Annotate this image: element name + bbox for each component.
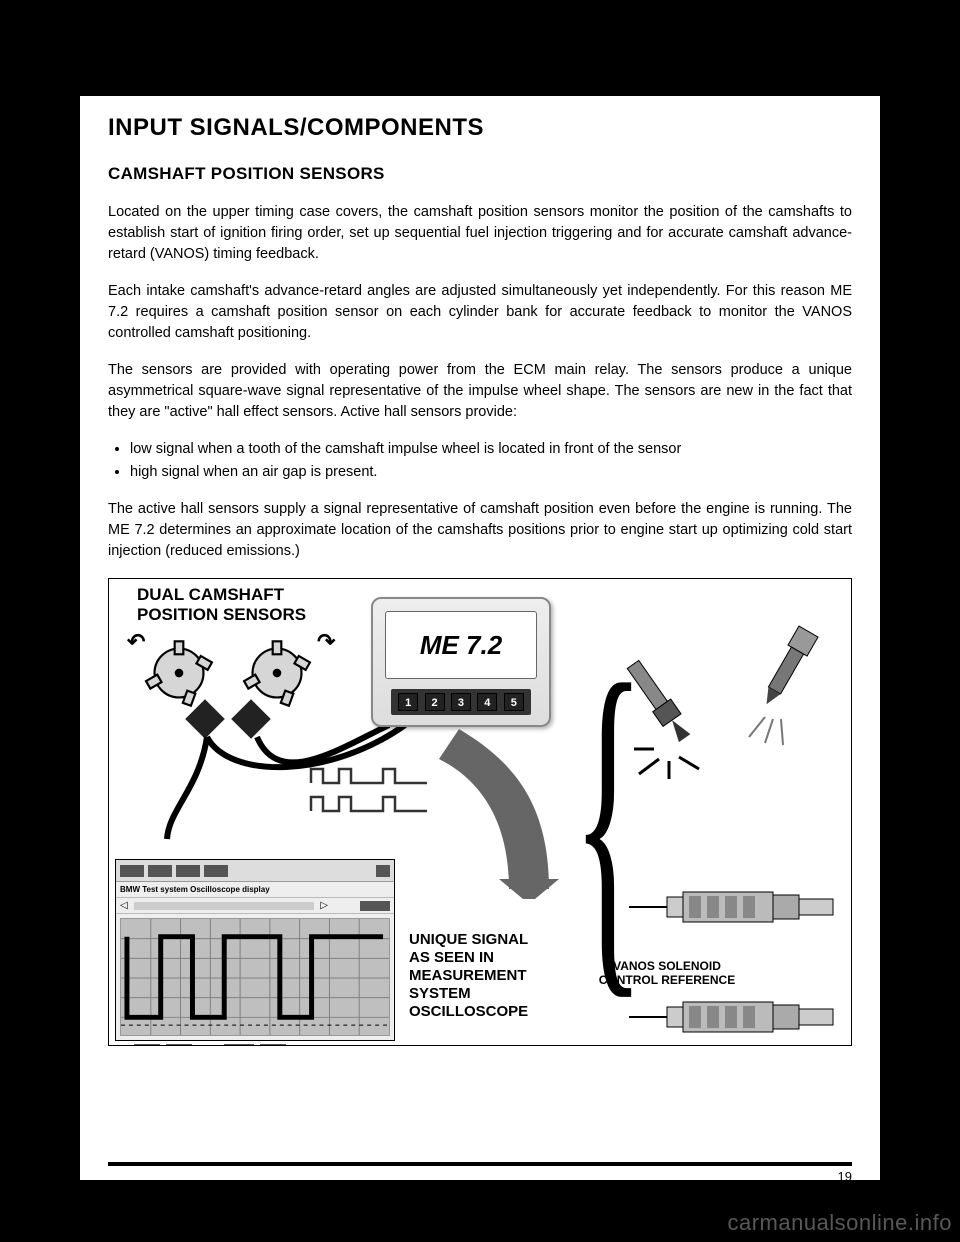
ecm-port-1: 1 (398, 693, 418, 711)
page-content: INPUT SIGNALS/COMPONENTS CAMSHAFT POSITI… (80, 96, 880, 1046)
scope-caption: UNIQUE SIGNAL AS SEEN IN MEASUREMENT SYS… (409, 931, 528, 1021)
fuel-injector-icon (729, 619, 839, 754)
ecm-port-3: 3 (451, 693, 471, 711)
vanos-label: VANOS SOLENOID CONTROL REFERENCE (597, 959, 737, 987)
scope-screen (120, 918, 390, 1036)
caption-l5: OSCILLOSCOPE (409, 1003, 528, 1020)
scope-btn (224, 1044, 254, 1046)
triangle-right-icon: ▷ (320, 900, 328, 911)
pulse-train-lower (309, 793, 429, 820)
scope-btn (176, 865, 200, 877)
caption-l4: SYSTEM (409, 985, 471, 1002)
vanos-label-l2: CONTROL REFERENCE (599, 973, 735, 987)
ecm-module: ME 7.2 1 2 3 4 5 (371, 597, 551, 727)
scope-btn (166, 1044, 192, 1046)
oscilloscope-window: BMW Test system Oscilloscope display ◁ ▷ (115, 859, 395, 1041)
scope-btn (134, 1044, 160, 1046)
triangle-left-icon: ◁ (120, 1044, 128, 1047)
scope-footer: ◁ ▷ (116, 1040, 394, 1046)
triangle-right-icon: ▷ (382, 1044, 390, 1047)
scope-btn (376, 865, 390, 877)
ecm-port-5: 5 (504, 693, 524, 711)
section-heading: INPUT SIGNALS/COMPONENTS (108, 114, 852, 142)
scope-btn (204, 865, 228, 877)
caption-l2: AS SEEN IN (409, 949, 494, 966)
caption-l3: MEASUREMENT (409, 967, 527, 984)
ecm-label: ME 7.2 (385, 611, 537, 679)
vanos-label-l1: VANOS SOLENOID (613, 959, 721, 973)
caption-l1: UNIQUE SIGNAL (409, 931, 528, 948)
top-black-bar (80, 80, 880, 96)
ecm-port-row: 1 2 3 4 5 (391, 689, 531, 715)
paragraph-3: The sensors are provided with operating … (108, 360, 852, 423)
subsection-heading: CAMSHAFT POSITION SENSORS (108, 164, 852, 184)
paragraph-2: Each intake camshaft's advance-retard an… (108, 281, 852, 344)
scope-btn (120, 865, 144, 877)
ecm-port-2: 2 (425, 693, 445, 711)
bullet-1: low signal when a tooth of the camshaft … (130, 439, 852, 460)
manual-page: INPUT SIGNALS/COMPONENTS CAMSHAFT POSITI… (80, 80, 880, 1180)
scope-title: BMW Test system Oscilloscope display (120, 885, 270, 894)
watermark: carmanualsonline.info (727, 1210, 952, 1236)
paragraph-1: Located on the upper timing case covers,… (108, 202, 852, 265)
page-number: 19 (838, 1169, 852, 1184)
scope-btn (148, 865, 172, 877)
paragraph-4: The active hall sensors supply a signal … (108, 499, 852, 562)
output-arrow-icon (439, 729, 569, 899)
bullet-list: low signal when a tooth of the camshaft … (108, 439, 852, 483)
spark-plug-icon (599, 639, 749, 784)
vanos-solenoid-lower (629, 997, 829, 1033)
scope-btn (260, 1044, 286, 1046)
scope-titlebar: BMW Test system Oscilloscope display (116, 882, 394, 898)
bullet-2: high signal when an air gap is present. (130, 462, 852, 483)
ecm-port-4: 4 (477, 693, 497, 711)
diagram: DUAL CAMSHAFT POSITION SENSORS (108, 578, 852, 1046)
scope-toolbar (116, 860, 394, 882)
vanos-solenoid-upper (629, 887, 829, 923)
curly-brace-icon: { (572, 619, 584, 1019)
pulse-train-upper (309, 765, 429, 792)
scope-navbar: ◁ ▷ (116, 898, 394, 914)
triangle-left-icon: ◁ (120, 900, 128, 911)
bottom-rule (108, 1162, 852, 1166)
scope-btn (360, 901, 390, 911)
